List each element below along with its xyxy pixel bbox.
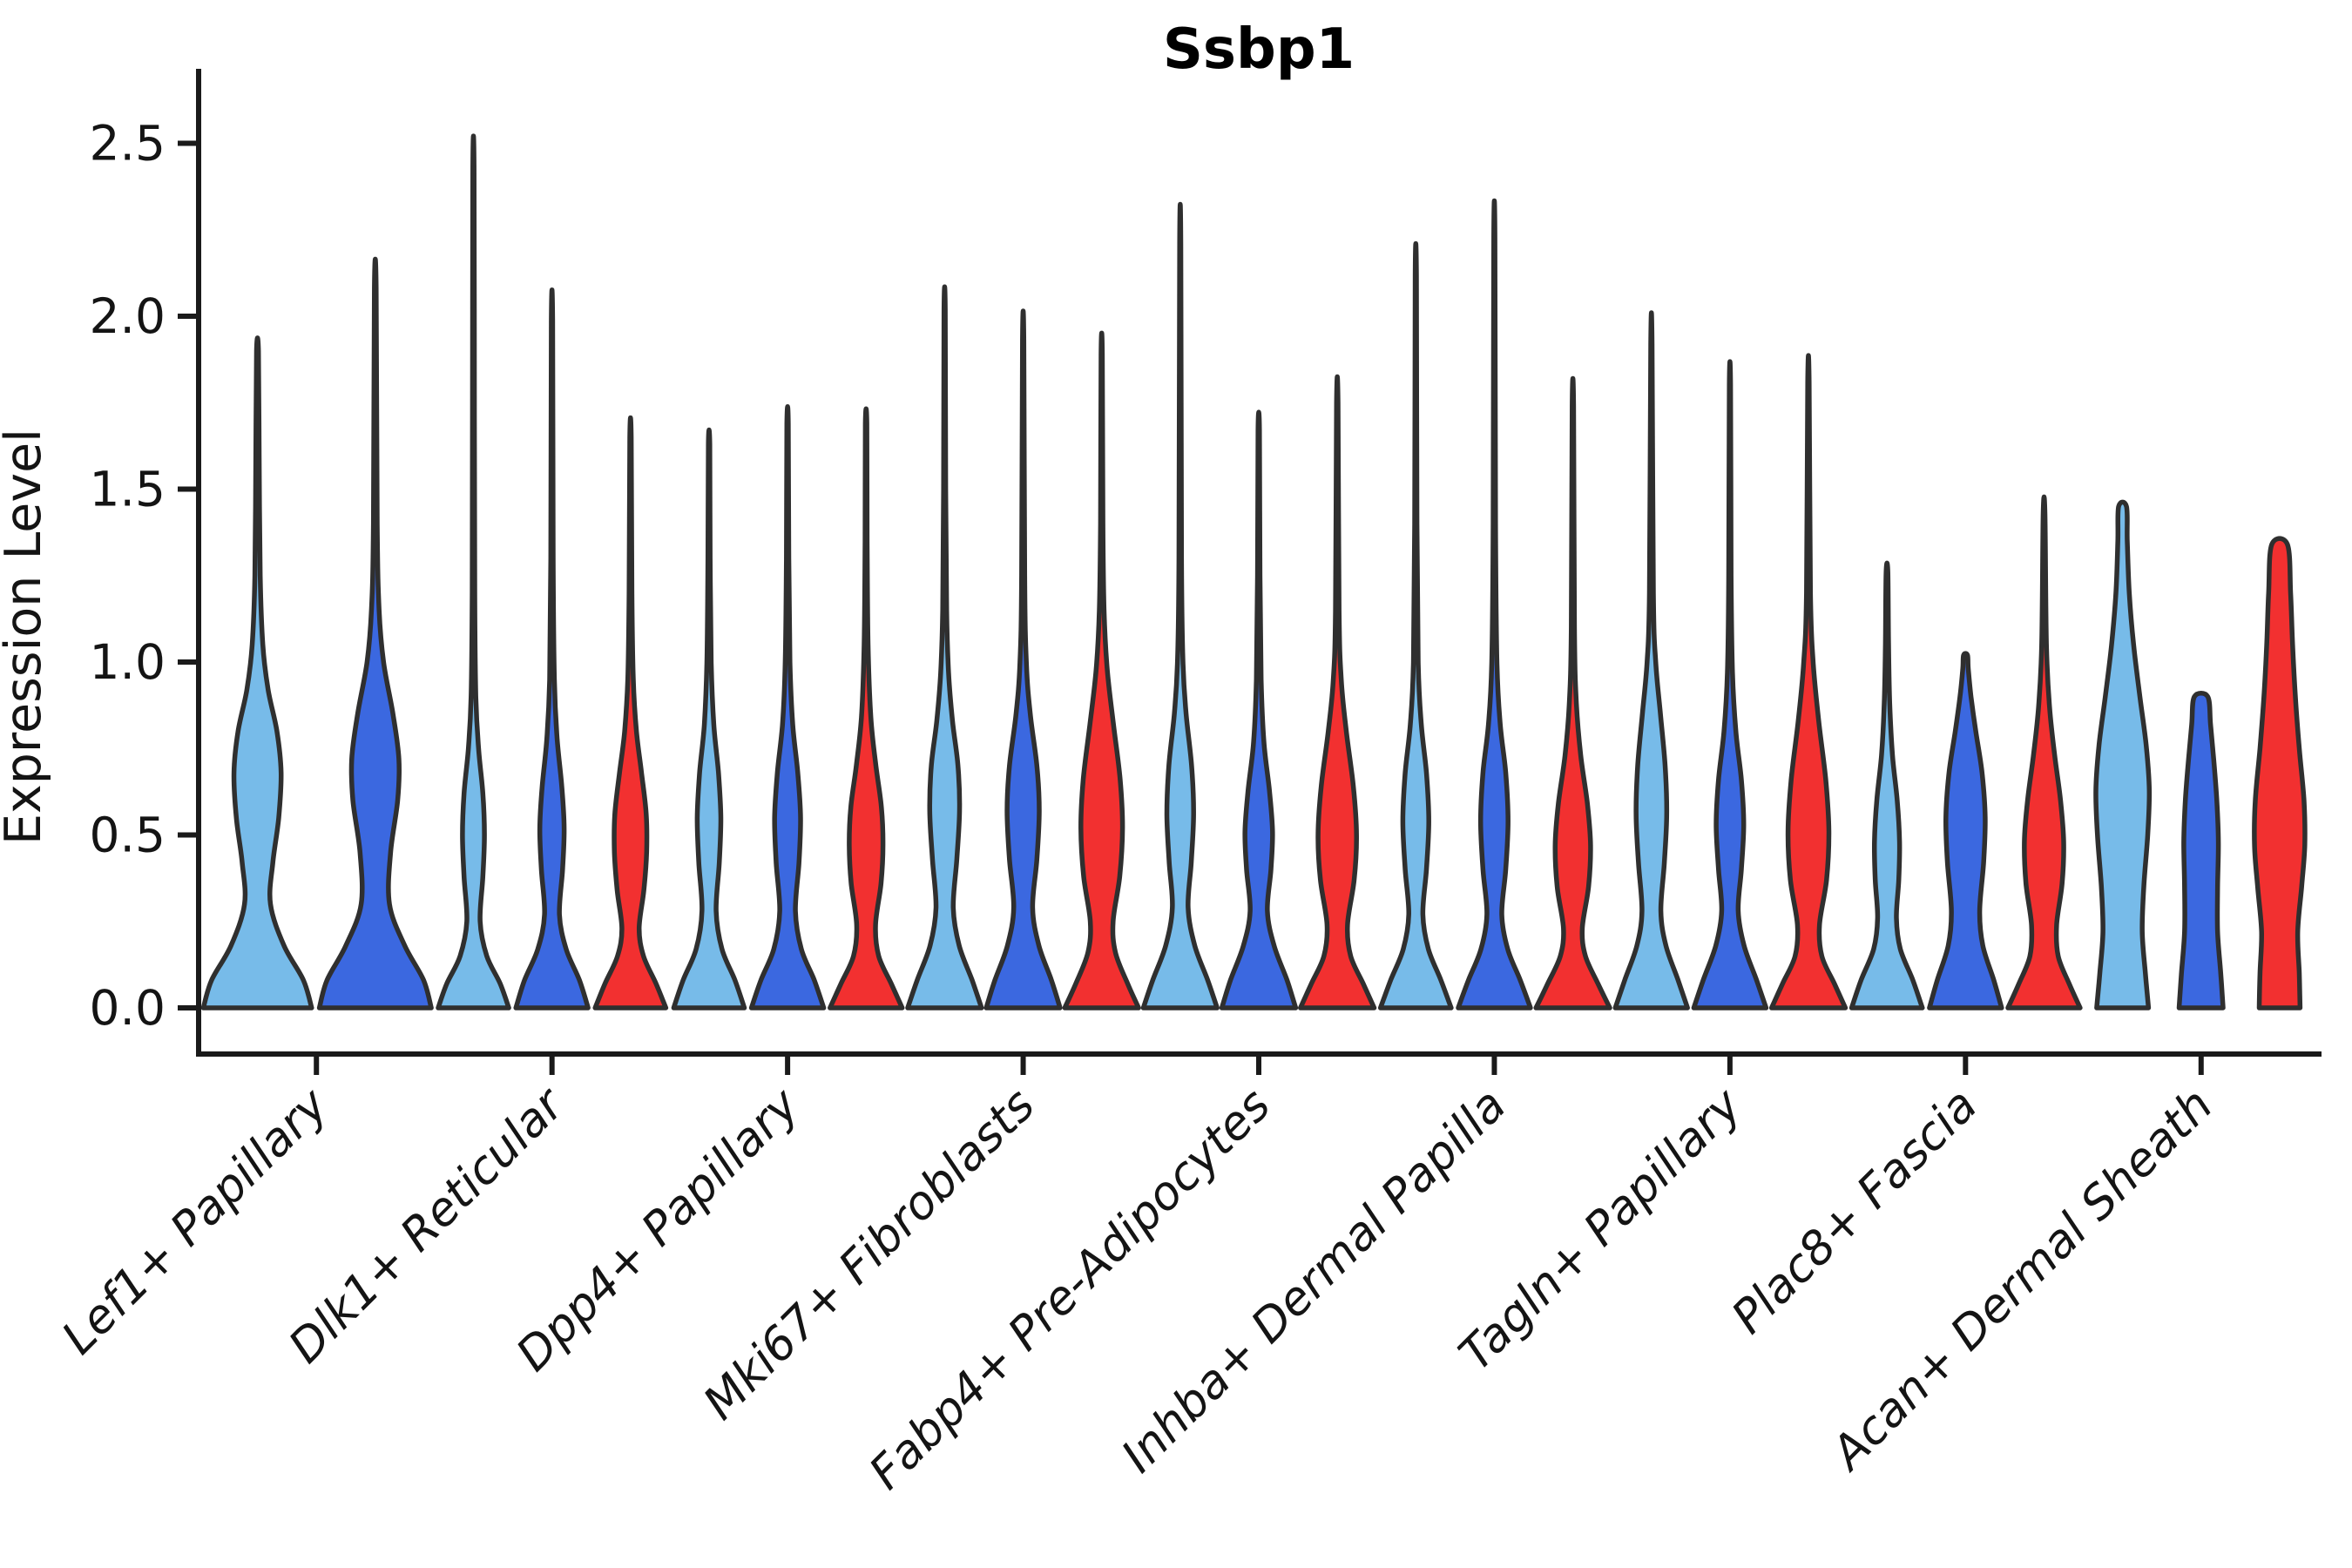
y-tick-label: 0.5 (90, 808, 166, 863)
axis-spines (196, 69, 2322, 1057)
x-tick-label-plac8-fascia: Plac8+ Fascia (1722, 1078, 1988, 1344)
violin-inhba-dermal-papilla-light_blue (1377, 240, 1454, 1010)
violin-dpp4-papillary-red (828, 406, 905, 1010)
y-tick-label: 0.0 (90, 980, 166, 1036)
violin-mki67-fibroblasts-royal_blue (983, 308, 1063, 1010)
violin-mki67-fibroblasts-red (1062, 330, 1141, 1010)
violin-tagln-papillary-royal_blue (1691, 359, 1769, 1010)
violin-inhba-dermal-papilla-royal_blue (1456, 199, 1533, 1010)
violin-fabp4-pre-adipocytes-light_blue (1140, 201, 1220, 1010)
violin-fabp4-pre-adipocytes-red (1298, 375, 1377, 1010)
violin-plac8-fascia-royal_blue (1927, 651, 2004, 1010)
x-tick-label-fabp4-pre-adipocytes: Fabp4+ Pre-Adipocytes (860, 1078, 1281, 1500)
axes-layer (178, 69, 2322, 1075)
violin-dlk1-reticular-light_blue (436, 133, 511, 1010)
y-axis-label: Expression Level (0, 429, 52, 845)
violin-plac8-fascia-red (2005, 494, 2083, 1010)
violin-dpp4-papillary-royal_blue (748, 404, 827, 1010)
violin-inhba-dermal-papilla-red (1533, 375, 1612, 1010)
violins-layer (200, 133, 2308, 1010)
y-tick-label: 2.5 (90, 116, 166, 172)
y-tick-label: 2.0 (90, 288, 166, 344)
violin-plac8-fascia-light_blue (1848, 560, 1925, 1010)
violin-lef1-papillary-light_blue (200, 335, 314, 1010)
y-tick-label: 1.5 (90, 462, 166, 517)
violin-fabp4-pre-adipocytes-royal_blue (1219, 409, 1299, 1010)
violin-acan-dermal-sheath-red (2252, 536, 2308, 1010)
violin-mki67-fibroblasts-light_blue (905, 284, 984, 1010)
x-tick-label-inhba-dermal-papilla: Inhba+ Dermal Papilla (1112, 1078, 1516, 1483)
violin-lef1-papillary-royal_blue (316, 256, 434, 1010)
x-tick-label-acan-dermal-sheath: Acan+ Dermal Sheath (1820, 1078, 2223, 1482)
y-tick-label: 1.0 (90, 634, 166, 690)
violin-tagln-papillary-red (1768, 353, 1848, 1010)
violin-dlk1-reticular-red (592, 415, 669, 1010)
violin-dlk1-reticular-royal_blue (513, 287, 591, 1010)
violin-acan-dermal-sheath-royal_blue (2176, 690, 2226, 1010)
violin-dpp4-papillary-light_blue (671, 427, 747, 1010)
violin-acan-dermal-sheath-light_blue (2093, 499, 2153, 1010)
violin-tagln-papillary-light_blue (1612, 310, 1690, 1010)
chart-title: Ssbp1 (1163, 17, 1355, 82)
